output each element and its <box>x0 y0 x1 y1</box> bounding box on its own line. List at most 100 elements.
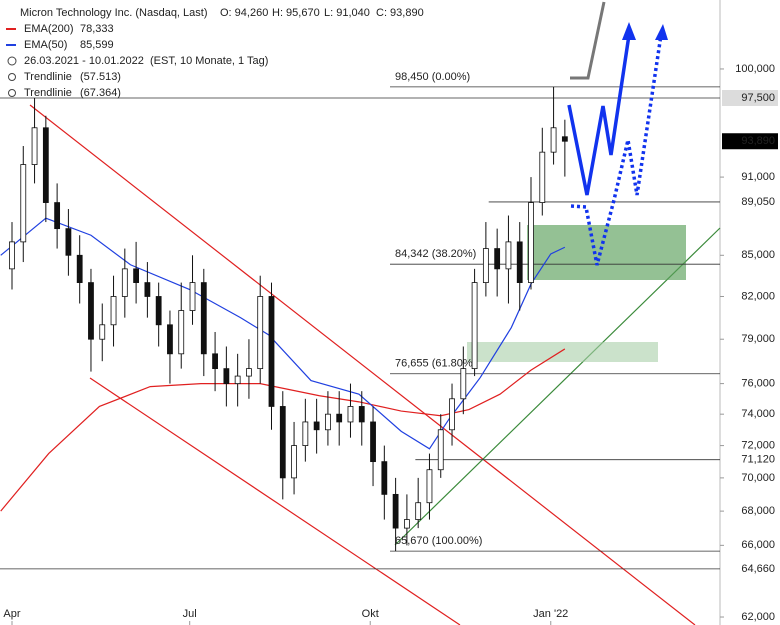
candle-body <box>110 296 117 326</box>
y-tick-label: 76,000 <box>741 378 775 390</box>
candle-body <box>426 469 433 504</box>
ohlc-label: O: 94,260 <box>220 7 268 19</box>
ohlc-label: L: 91,040 <box>324 7 370 19</box>
price-label: 71,120 <box>741 454 775 466</box>
fib-label: 98,450 (0.00%) <box>395 71 470 83</box>
ohlc-label: H: 95,670 <box>272 7 320 19</box>
candle-body <box>42 127 49 203</box>
price-box <box>722 451 778 468</box>
candle-body <box>133 268 140 283</box>
candle-body <box>99 324 106 340</box>
legend-value: (67.364) <box>80 87 121 99</box>
legend-label: EMA(50) <box>24 39 67 51</box>
fib-label: 76,655 (61.80%) <box>395 358 476 370</box>
legend-value: 85,599 <box>80 39 114 51</box>
candle-body <box>65 228 72 256</box>
price-label: 97,500 <box>741 92 775 104</box>
candle-body <box>121 268 128 297</box>
y-tick-label: 62,000 <box>741 611 775 623</box>
candle-body <box>437 429 444 471</box>
candle-body <box>76 254 83 283</box>
x-tick-label: Okt <box>362 608 379 620</box>
arrow-head <box>655 24 668 40</box>
price-label: 89,050 <box>741 196 775 208</box>
legend-label: Trendlinie <box>24 71 72 83</box>
candle-body <box>223 368 230 384</box>
x-tick-label: Jul <box>183 608 197 620</box>
candle-body <box>279 406 286 479</box>
candle-body <box>200 282 207 355</box>
legend-label: Trendlinie <box>24 87 72 99</box>
arrow-head <box>622 22 636 40</box>
candle-body <box>561 136 568 142</box>
legend-icon <box>8 73 16 81</box>
candle-body <box>88 282 94 340</box>
zone <box>527 225 686 280</box>
candle-body <box>403 519 410 529</box>
candle-body <box>336 413 343 423</box>
price-box <box>722 560 778 577</box>
zone <box>467 342 658 362</box>
legend: Micron Technology Inc. (Nasdaq, Last) O:… <box>6 7 424 99</box>
candle-body <box>31 127 38 165</box>
candle-body <box>246 368 252 377</box>
price-box <box>722 89 778 106</box>
candle-body <box>178 310 185 355</box>
title: Micron Technology Inc. (Nasdaq, Last) <box>20 7 208 19</box>
y-tick-label: 100,000 <box>735 63 775 75</box>
candle-body <box>212 353 218 370</box>
candle-body <box>460 368 467 400</box>
y-tick-label: 70,000 <box>741 472 775 484</box>
candle-body <box>370 421 376 463</box>
arrow <box>570 1 606 80</box>
candle-body <box>415 502 422 520</box>
candle-body <box>449 398 455 431</box>
candle-body <box>528 202 534 283</box>
candle-body <box>189 282 196 311</box>
candle-body <box>471 282 478 370</box>
legend-icon <box>8 89 16 97</box>
candle-body <box>381 461 388 495</box>
x-tick-label: Jan '22 <box>533 608 568 620</box>
candle-body <box>358 406 365 423</box>
arrow <box>570 34 663 266</box>
legend-label: EMA(200) <box>24 23 74 35</box>
candle-body <box>392 493 399 529</box>
period-note: (EST, 10 Monate, 1 Tag) <box>150 55 268 67</box>
arrow <box>567 34 631 196</box>
candle-body <box>20 164 27 243</box>
legend-value: (57.513) <box>80 71 121 83</box>
candle-body <box>257 296 264 370</box>
y-tick-label: 85,000 <box>741 249 775 261</box>
candle-body <box>268 296 275 407</box>
candle-body <box>325 413 331 431</box>
y-tick-label: 72,000 <box>741 439 775 451</box>
ohlc-label: C: 93,890 <box>376 7 424 19</box>
fib-label: 84,342 (38.20%) <box>395 248 476 260</box>
price-box <box>722 133 778 150</box>
candle-body <box>550 127 557 153</box>
y-tick-label: 79,000 <box>741 333 775 345</box>
candle-body <box>482 248 489 283</box>
ema-line <box>0 217 566 450</box>
candle-body <box>516 241 523 283</box>
period: 26.03.2021 - 10.01.2022 <box>24 55 144 67</box>
candle-body <box>539 151 546 203</box>
fib-label: 65,670 (100.00%) <box>395 535 482 547</box>
candle-body <box>54 202 61 230</box>
candle-body <box>144 282 151 297</box>
candle-body <box>347 406 354 423</box>
candle-body <box>234 375 241 384</box>
y-tick-label: 74,000 <box>741 408 775 420</box>
x-tick-label: Apr <box>3 608 20 620</box>
trendline <box>89 377 461 625</box>
plot: 62,000 66,000 68,000 70,000 72,000 74,000 76,0… <box>0 63 778 625</box>
support-line <box>394 227 721 546</box>
candle-body <box>313 421 320 431</box>
y-tick-label: 82,000 <box>741 290 775 302</box>
price-label: 93,890 <box>741 135 775 147</box>
price-label: 64,660 <box>741 563 775 575</box>
candle-body <box>155 296 162 326</box>
